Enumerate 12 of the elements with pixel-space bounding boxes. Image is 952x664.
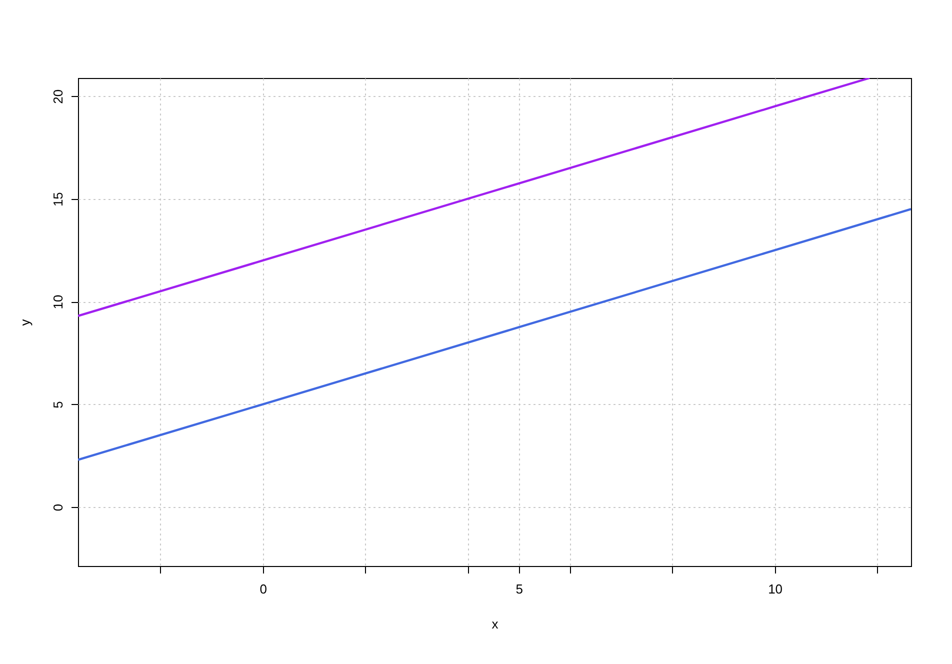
y-tick-label: 15 (50, 192, 66, 207)
y-tick-label: 5 (50, 401, 66, 408)
y-tick-label: 10 (50, 294, 66, 310)
x-axis-title: x (492, 616, 499, 632)
y-axis-title: y (18, 318, 32, 326)
x-tick-label: 10 (768, 582, 783, 596)
x-tick-label: 0 (260, 582, 267, 596)
y-tick-label: 20 (50, 89, 66, 104)
line-series (78, 78, 871, 318)
y-tick-label: 0 (50, 504, 66, 512)
x-tick-label: 5 (516, 582, 523, 596)
line-series (78, 208, 911, 461)
